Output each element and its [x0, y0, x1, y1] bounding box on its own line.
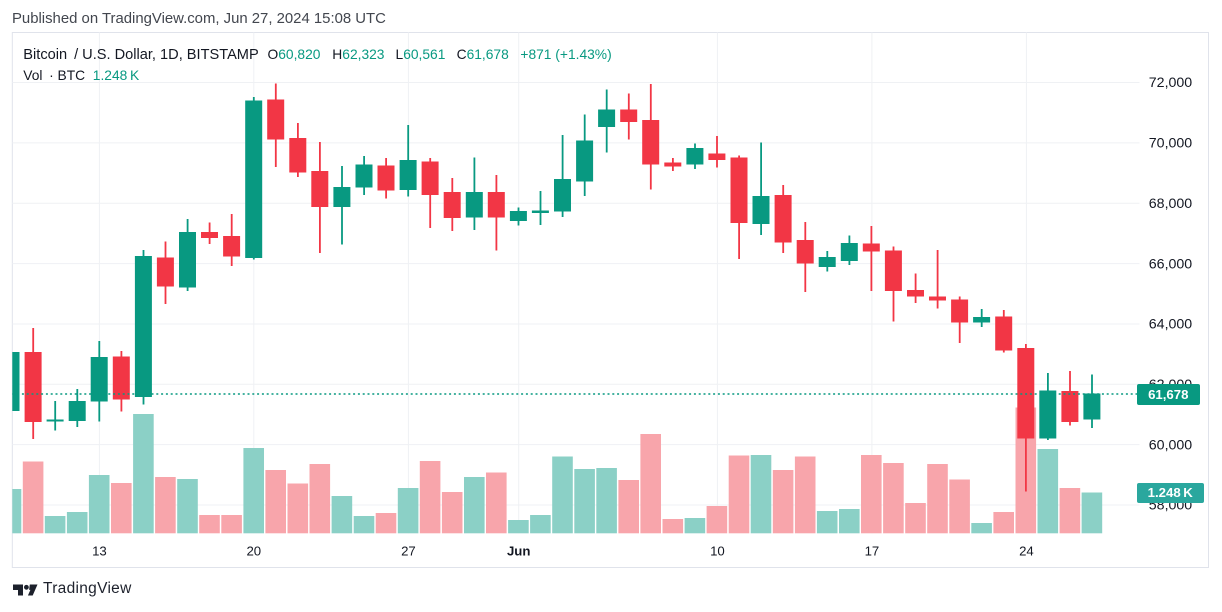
svg-text:72,000: 72,000 — [1149, 75, 1193, 91]
svg-text:17: 17 — [865, 544, 880, 559]
svg-text:20: 20 — [246, 544, 261, 559]
svg-text:Jun: Jun — [507, 544, 530, 559]
svg-text:27: 27 — [401, 544, 416, 559]
svg-text:13: 13 — [92, 544, 107, 559]
svg-text:60,000: 60,000 — [1149, 437, 1193, 453]
svg-text:66,000: 66,000 — [1149, 256, 1193, 272]
svg-text:64,000: 64,000 — [1149, 317, 1193, 333]
svg-text:24: 24 — [1019, 544, 1034, 559]
svg-text:10: 10 — [710, 544, 725, 559]
svg-text:70,000: 70,000 — [1149, 136, 1193, 152]
svg-text:68,000: 68,000 — [1149, 196, 1193, 212]
